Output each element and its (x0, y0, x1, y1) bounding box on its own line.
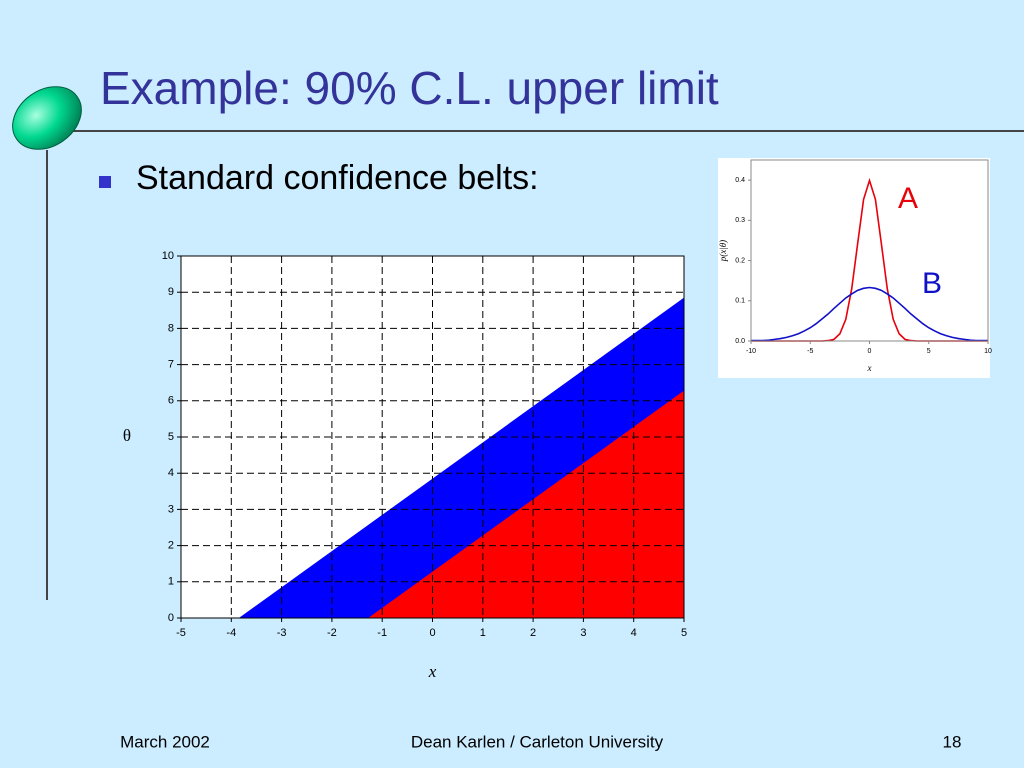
x-axis-label: x (867, 363, 872, 373)
x-tick-label: 2 (530, 627, 536, 639)
y-tick-label: 2 (168, 540, 174, 552)
series-label: B (922, 267, 942, 300)
x-tick-label: -1 (377, 627, 387, 639)
y-tick-label: 4 (168, 467, 174, 479)
series-label: A (898, 182, 918, 215)
y-tick-label: 0 (168, 612, 174, 624)
plot-frame (180, 255, 685, 619)
area (368, 390, 684, 618)
y-tick-label: 10 (162, 250, 174, 262)
y-tick-label: 5 (168, 431, 174, 443)
x-tick-label: 0 (429, 627, 435, 639)
x-tick-label: 5 (681, 627, 687, 639)
y-tick-label: 0.2 (735, 257, 745, 264)
footer-page: 18 (943, 732, 962, 751)
slide-title: Example: 90% C.L. upper limit (100, 62, 719, 114)
x-tick-label: -3 (277, 627, 287, 639)
x-tick-label: 5 (927, 348, 931, 355)
x-tick-label: 4 (631, 627, 637, 639)
y-tick-label: 9 (168, 286, 174, 298)
y-tick-label: 3 (168, 503, 174, 515)
plot-frame (750, 159, 989, 342)
x-axis-label: x (428, 662, 437, 681)
y-axis-label: θ (123, 426, 131, 445)
x-tick-label: -5 (807, 348, 813, 355)
y-axis-label: p(x|θ) (718, 240, 728, 262)
y-tick-label: 0.3 (735, 217, 745, 224)
bullet-marker (99, 176, 111, 188)
x-tick-label: -4 (226, 627, 236, 639)
y-tick-label: 6 (168, 395, 174, 407)
bullet-text: Standard confidence belts: (136, 159, 539, 197)
y-tick-label: 7 (168, 359, 174, 371)
y-tick-label: 0.1 (735, 298, 745, 305)
x-tick-label: 1 (480, 627, 486, 639)
y-tick-label: 0.0 (735, 338, 745, 345)
x-tick-label: -10 (746, 348, 756, 355)
footer-author: Dean Karlen / Carleton University (411, 732, 664, 751)
x-tick-label: -2 (327, 627, 337, 639)
y-tick-label: 0.4 (735, 177, 745, 184)
x-tick-label: 3 (580, 627, 586, 639)
x-tick-label: -5 (176, 627, 186, 639)
ornament (12, 86, 82, 150)
footer-date: March 2002 (120, 732, 210, 751)
x-tick-label: 10 (984, 348, 992, 355)
x-tick-label: 0 (868, 348, 872, 355)
y-tick-label: 1 (168, 576, 174, 588)
line (751, 286, 988, 342)
y-tick-label: 8 (168, 322, 174, 334)
